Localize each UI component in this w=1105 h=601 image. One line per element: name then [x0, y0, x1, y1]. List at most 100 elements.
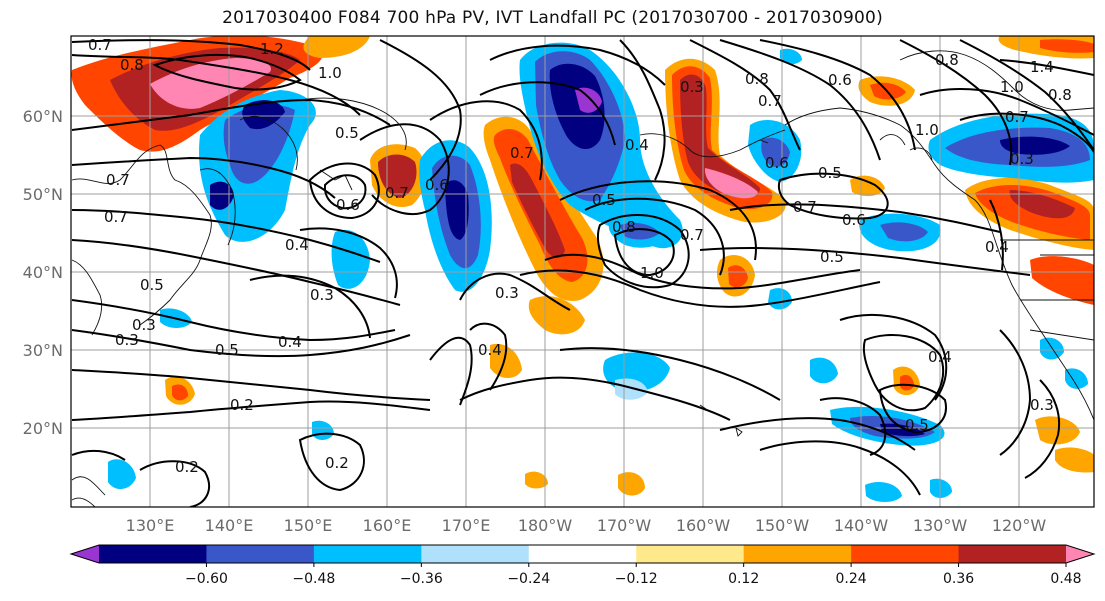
pv-negative-region [810, 357, 838, 384]
map-frame [70, 35, 1095, 508]
contour-label: 0.7 [793, 198, 817, 216]
pv-negative-region [445, 180, 469, 240]
contour-label: 1.4 [1030, 58, 1054, 76]
lon-label: 130°E [126, 516, 175, 535]
contour-label: 0.6 [842, 211, 866, 229]
pv-negative-region [108, 459, 136, 490]
lon-label: 140°E [205, 516, 254, 535]
pv-positive-region [528, 296, 585, 335]
pv-negative-region [880, 423, 925, 437]
contour-label: 0.2 [325, 454, 349, 472]
pv-positive-region [1035, 416, 1080, 445]
contour-label: 0.7 [510, 144, 534, 162]
lon-label: 130°W [913, 516, 968, 535]
contour-label: 0.8 [1048, 86, 1072, 104]
contour-label: 0.6 [425, 176, 449, 194]
colorbar-tick-label: 0.24 [836, 571, 867, 587]
contour-label: 0.7 [106, 171, 130, 189]
pv-positive-region [704, 168, 758, 199]
pv-positive-region [1040, 39, 1094, 53]
contour-label: 0.3 [1030, 396, 1054, 414]
contour-label: 0.2 [175, 458, 199, 476]
pv-positive-region [378, 154, 417, 198]
contour-label: 1.0 [1000, 78, 1024, 96]
colorbar-tick-label: 0.48 [1050, 571, 1081, 587]
contour-label: 1.0 [640, 264, 664, 282]
colorbar-segment [636, 545, 745, 563]
contour-label: 0.6 [336, 196, 360, 214]
colorbar-tick-label: 0.12 [728, 571, 759, 587]
contour-label: 0.7 [680, 226, 704, 244]
pv-positive-region [900, 374, 914, 391]
contour-label: 0.5 [592, 191, 616, 209]
lon-label: 150°E [284, 516, 333, 535]
contour-label: 0.7 [1005, 108, 1029, 126]
contour-label: 0.8 [612, 218, 636, 236]
pv-negative-region [575, 87, 602, 113]
lon-label: 160°W [676, 516, 731, 535]
contour-label: 0.3 [1010, 150, 1034, 168]
contour-label: 0.4 [985, 238, 1009, 256]
colorbar-tick-label: 0.36 [943, 571, 974, 587]
contour-label: 0.4 [928, 348, 952, 366]
contour-label: 0.5 [140, 276, 164, 294]
pv-positive-region [850, 175, 885, 197]
colorbar-segment [851, 545, 960, 563]
contour-label: 0.7 [758, 92, 782, 110]
contour-label: 0.5 [820, 248, 844, 266]
latitude-labels: 60°N 50°N 40°N 30°N 20°N [23, 107, 63, 438]
contour-label: 1.2 [260, 40, 284, 58]
pv-negative-region [242, 100, 285, 130]
colorbar-segment [313, 545, 422, 563]
colorbar-extend-low [71, 545, 99, 563]
pv-negative-region [1000, 136, 1070, 155]
colorbar-segment [99, 545, 207, 563]
colorbar-extend-high [1066, 545, 1094, 563]
colorbar: −0.60 −0.48 −0.36 −0.24 −0.12 0.12 0.24 0.36 0.4… [69, 544, 1096, 587]
pv-negative-region [331, 229, 370, 289]
pv-negative-region [780, 48, 802, 65]
pv-positive-region [680, 74, 760, 198]
colorbar-tick-label: −0.24 [507, 571, 550, 587]
contour-label: 0.7 [104, 208, 128, 226]
contour-label: 1.0 [915, 121, 939, 139]
contour-label: 0.7 [88, 36, 112, 54]
lat-label: 60°N [23, 107, 63, 126]
contour-label: 0.5 [215, 341, 239, 359]
colorbar-segment [421, 545, 530, 563]
contour-label: 0.3 [310, 286, 334, 304]
coastlines [71, 50, 1094, 507]
contour-label: 0.6 [765, 154, 789, 172]
lon-label: 120°W [992, 516, 1047, 535]
contour-label: 0.4 [625, 136, 649, 154]
contour-label: 0.3 [680, 78, 704, 96]
lon-label: 170°W [597, 516, 652, 535]
colorbar-segment [958, 545, 1067, 563]
pv-positive-region [510, 163, 565, 259]
colorbar-tick-label: −0.36 [400, 571, 443, 587]
pv-positive-region [1009, 190, 1075, 219]
contour-labels: 0.7 0.8 1.2 1.0 0.5 0.7 0.7 0.4 0.3 0.5 … [88, 36, 1072, 476]
contour-label: 0.5 [335, 124, 359, 142]
pv-negative-region [880, 222, 928, 242]
lat-label: 50°N [23, 185, 63, 204]
contour-label: 0.8 [745, 70, 769, 88]
contour-label: 0.5 [818, 164, 842, 182]
graticule [71, 36, 1094, 507]
pv-negative-region [930, 478, 952, 498]
pv-negative-region [1065, 368, 1088, 389]
colorbar-tick-label: −0.12 [615, 571, 658, 587]
colorbar-segment [206, 545, 315, 563]
map-panel: 0.7 0.8 1.2 1.0 0.5 0.7 0.7 0.4 0.3 0.5 … [71, 36, 1094, 507]
pv-negative-region [768, 288, 792, 310]
pv-positive-region [303, 36, 370, 58]
contour-label: 1.0 [318, 64, 342, 82]
lat-label: 20°N [23, 419, 63, 438]
contour-label: 0.8 [120, 56, 144, 74]
pv-positive-region [525, 471, 548, 489]
pv-positive-region [618, 472, 645, 496]
ivt-contours [71, 39, 1094, 507]
pv-negative-region [615, 378, 648, 400]
pv-negative-region [210, 181, 234, 210]
